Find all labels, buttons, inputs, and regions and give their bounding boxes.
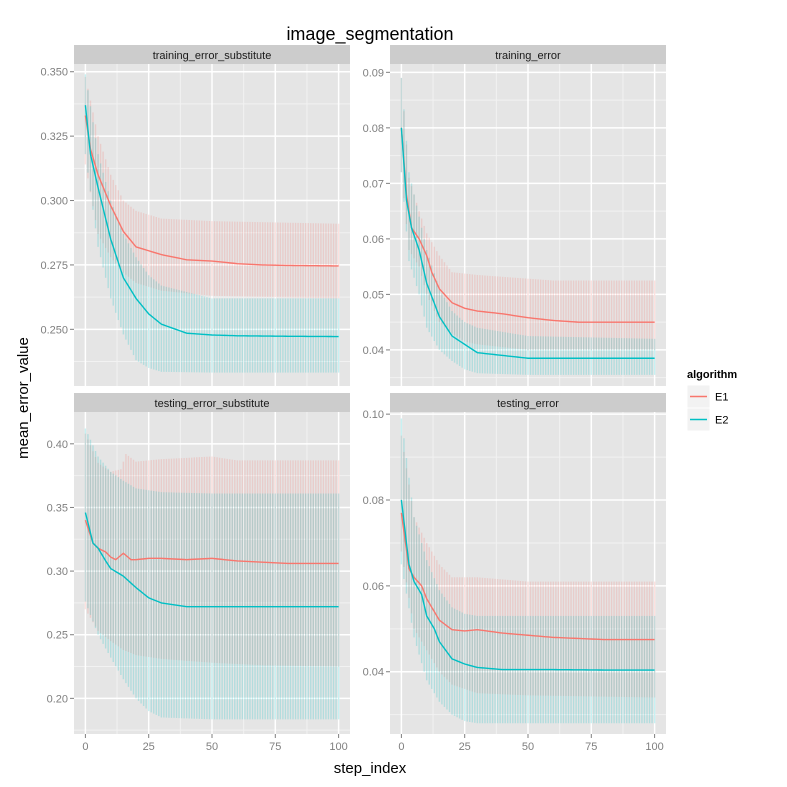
x-tick-label: 100 (329, 741, 347, 753)
y-tick-label: 0.20 (47, 693, 68, 705)
x-tick-label: 25 (143, 741, 155, 753)
series-line-e1 (84, 115, 339, 267)
facet-strip (390, 393, 666, 412)
panel-training-error: training_error 0.04 0.05 0.06 0.07 0.08 0.09 (363, 45, 666, 386)
y-tick-label: 0.09 (363, 67, 384, 79)
facet-strip-label: testing_error (497, 398, 559, 410)
panel-training-error-substitute: training_error_substitute 0.250 0.275 0.300… (40, 45, 350, 386)
facet-strip-label: testing_error_substitute (155, 398, 270, 410)
y-tick-label: 0.08 (363, 123, 384, 135)
y-tick-label: 0.350 (40, 67, 68, 79)
series-line-e2 (400, 499, 655, 671)
y-tick-label: 0.300 (40, 196, 68, 208)
legend-label-e1: E1 (715, 392, 728, 404)
x-tick-label: 50 (206, 741, 218, 753)
y-tick-label: 0.07 (363, 178, 384, 190)
legend-label-e2: E2 (715, 415, 728, 427)
y-tick-label: 0.25 (47, 630, 68, 642)
series-line-e2 (84, 512, 339, 608)
chart-title: image_segmentation (286, 24, 453, 45)
y-tick-label: 0.40 (47, 439, 68, 451)
y-tick-label: 0.325 (40, 131, 68, 143)
error-band-e2 (400, 77, 656, 375)
x-tick-label: 75 (585, 741, 597, 753)
x-tick-label: 0 (398, 741, 404, 753)
facet-strip (390, 45, 666, 64)
x-tick-label: 0 (82, 741, 88, 753)
facet-panels: training_error_substitute0.2500.2750.300… (40, 45, 666, 753)
legend-title: algorithm (687, 369, 737, 381)
series-line-e1 (84, 519, 339, 565)
error-band-e1 (84, 76, 340, 299)
series-line-e1 (400, 127, 655, 323)
y-tick-label: 0.06 (363, 581, 384, 593)
y-tick-label: 0.275 (40, 260, 68, 272)
facet-strip-label: training_error (495, 50, 561, 62)
y-tick-label: 0.04 (363, 667, 384, 679)
x-tick-label: 100 (645, 741, 663, 753)
panel-testing-error: testing_error 0.04 0.06 0.08 0.10 0 25 50 75 100 (363, 393, 666, 753)
y-tick-label: 0.10 (363, 409, 384, 421)
series-line-e1 (400, 512, 655, 641)
x-tick-label: 50 (522, 741, 534, 753)
facet-strip (74, 393, 350, 412)
y-tick-label: 0.35 (47, 502, 68, 514)
x-tick-label: 25 (459, 741, 471, 753)
y-axis-title: mean_error_value (15, 337, 32, 459)
y-tick-label: 0.08 (363, 495, 384, 507)
y-tick-label: 0.30 (47, 566, 68, 578)
y-tick-label: 0.05 (363, 289, 384, 301)
panel-testing-error-substitute: testing_error_substitute 0.20 0.25 0.30 0.35… (47, 393, 350, 753)
y-tick-label: 0.04 (363, 345, 384, 357)
x-tick-label: 75 (269, 741, 281, 753)
facet-strip-label: training_error_substitute (153, 50, 272, 62)
y-tick-label: 0.250 (40, 324, 68, 336)
facet-strip (74, 45, 350, 64)
legend: algorithm E1 E2 (686, 369, 737, 432)
series-line-e2 (400, 127, 655, 359)
series-line-e2 (84, 105, 339, 338)
x-axis-title: step_index (334, 760, 407, 777)
y-tick-label: 0.06 (363, 234, 384, 246)
error-band-e1 (400, 77, 656, 350)
